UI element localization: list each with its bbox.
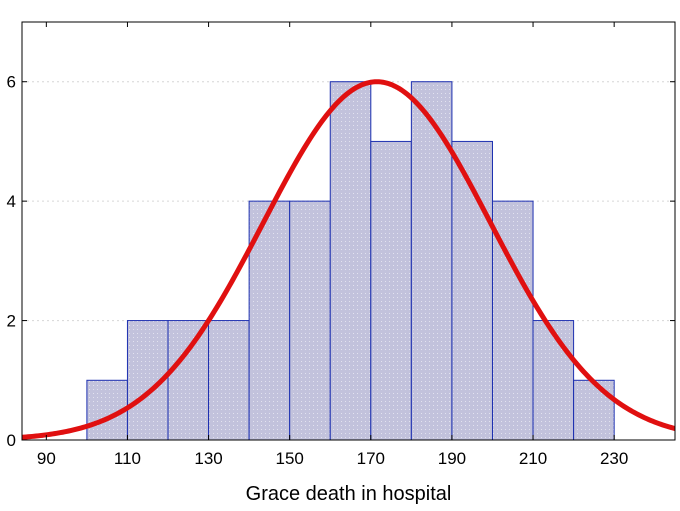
plot-frame [21,21,676,441]
histogram-bar-7 [370,140,412,441]
histogram-bar-2 [167,320,210,441]
normal-curve [22,79,675,440]
histogram-bar-8 [410,81,453,441]
axis-ticks: 90 110 130 150 170 190 210 230 0 2 4 6 [7,22,675,468]
histogram-bar-12 [573,379,615,441]
y-tick-label-2: 2 [7,312,16,331]
histogram-bar-11 [532,320,575,441]
x-tick-label-130: 130 [194,449,222,468]
x-tick-label-110: 110 [114,449,141,468]
y-tick-label-0: 0 [7,431,16,450]
x-tick-label-210: 210 [519,449,547,468]
normal-curve-layer [22,79,675,440]
x-tick-label-230: 230 [600,449,628,468]
histogram-bars [86,81,615,441]
histogram-bar-3 [208,320,250,441]
histogram-bar-5 [289,200,331,441]
y-tick-label-4: 4 [7,192,16,211]
x-tick-label-150: 150 [276,449,304,468]
x-tick-label-90: 90 [37,449,56,468]
x-axis-title: Grace death in hospital [246,483,452,505]
x-tick-label-190: 190 [438,449,466,468]
y-tick-label-6: 6 [7,73,16,92]
x-tick-label-170: 170 [357,449,385,468]
histogram-bar-6 [329,81,372,441]
